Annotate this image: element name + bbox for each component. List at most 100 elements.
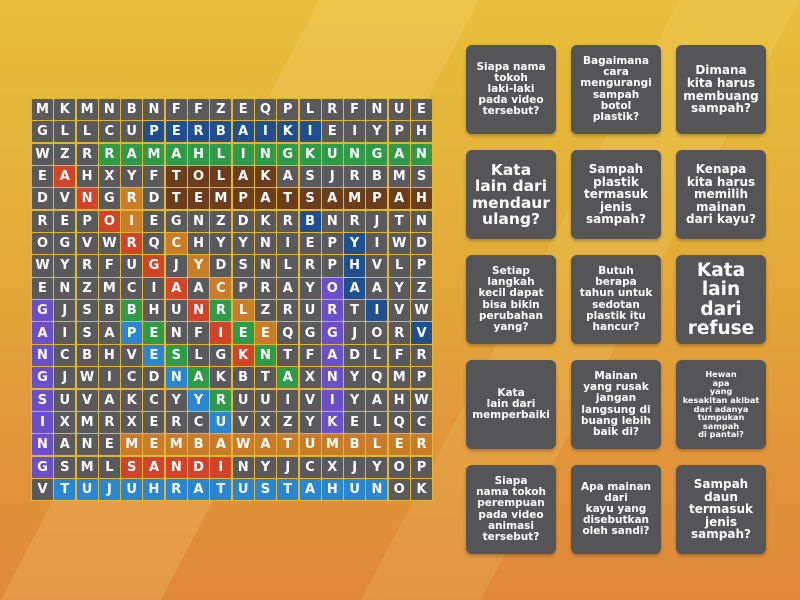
grid-cell-highlighted[interactable]: S [165,344,187,366]
grid-cell-highlighted[interactable]: T [165,166,187,188]
grid-cell[interactable]: S [299,166,321,188]
grid-cell[interactable]: P [232,277,254,299]
grid-cell[interactable]: S [232,255,254,277]
grid-cell[interactable]: J [321,166,343,188]
grid-cell[interactable]: N [54,277,76,299]
grid-cell-highlighted[interactable]: U [299,434,321,456]
grid-cell-highlighted[interactable]: O [188,166,210,188]
grid-cell[interactable]: H [388,389,410,411]
grid-cell-highlighted[interactable]: N [411,143,432,165]
grid-cell[interactable]: N [143,99,165,121]
grid-cell[interactable]: H [188,233,210,255]
grid-cell-highlighted[interactable]: B [210,121,232,143]
grid-cell-highlighted[interactable]: G [321,322,343,344]
grid-cell-highlighted[interactable]: K [277,121,299,143]
grid-cell[interactable]: Q [254,99,276,121]
grid-cell[interactable]: B [232,367,254,389]
grid-cell[interactable]: X [299,367,321,389]
grid-cell-highlighted[interactable]: I [210,322,232,344]
grid-cell-highlighted[interactable]: I [321,389,343,411]
clue-card[interactable]: Siapa nama tokoh perempuan pada video an… [466,465,556,554]
grid-cell[interactable]: Y [299,411,321,433]
clue-card[interactable]: Siapa nama tokoh laki-laki pada video te… [466,45,556,134]
grid-cell[interactable]: B [121,99,143,121]
grid-cell[interactable]: I [54,322,76,344]
grid-cell[interactable]: Y [54,255,76,277]
grid-cell[interactable]: Y [388,277,410,299]
grid-cell-highlighted[interactable]: S [121,456,143,478]
grid-cell-highlighted[interactable]: N [254,143,276,165]
grid-cell-highlighted[interactable]: N [76,188,98,210]
grid-cell[interactable]: P [321,255,343,277]
clue-card[interactable]: Bagaimana cara mengurangi sampah botol p… [571,45,661,134]
grid-cell[interactable]: Y [344,367,366,389]
grid-cell[interactable]: P [388,121,410,143]
grid-cell[interactable]: X [54,411,76,433]
clue-card[interactable]: Sampah daun termasuk jenis sampah? [676,465,766,554]
grid-cell[interactable]: L [366,411,388,433]
grid-cell-highlighted[interactable]: P [366,188,388,210]
grid-cell[interactable]: E [143,210,165,232]
grid-cell[interactable]: Y [121,166,143,188]
grid-cell-highlighted[interactable]: M [321,434,343,456]
grid-cell[interactable]: C [121,277,143,299]
grid-cell[interactable]: X [321,456,343,478]
grid-cell-highlighted[interactable]: E [143,322,165,344]
grid-cell[interactable]: S [76,300,98,322]
grid-cell[interactable]: S [411,166,432,188]
grid-cell-highlighted[interactable]: P [121,322,143,344]
grid-cell[interactable]: U [254,389,276,411]
grid-cell[interactable]: K [210,367,232,389]
grid-cell[interactable]: R [344,210,366,232]
grid-cell-highlighted[interactable]: K [232,344,254,366]
clue-card[interactable]: Dimana kita harus membuang sampah? [676,45,766,134]
grid-cell[interactable]: D [143,188,165,210]
grid-cell-highlighted[interactable]: A [121,143,143,165]
grid-cell[interactable]: H [411,121,432,143]
grid-cell-highlighted[interactable]: G [32,367,53,389]
grid-cell-highlighted[interactable]: A [54,166,76,188]
grid-cell-highlighted[interactable]: N [32,434,53,456]
clue-card[interactable]: Kata lain dari refuse [676,255,766,344]
grid-cell[interactable]: V [121,344,143,366]
grid-cell[interactable]: R [165,411,187,433]
grid-cell-highlighted[interactable]: I [210,456,232,478]
grid-cell[interactable]: R [388,322,410,344]
grid-cell[interactable]: G [54,233,76,255]
grid-cell[interactable]: L [299,99,321,121]
grid-cell[interactable]: I [366,233,388,255]
grid-cell[interactable]: C [98,121,120,143]
grid-cell-highlighted[interactable]: A [277,367,299,389]
grid-cell-highlighted[interactable]: I [32,411,53,433]
grid-cell-highlighted[interactable]: A [254,434,276,456]
grid-cell[interactable]: O [366,322,388,344]
grid-cell[interactable]: D [411,233,432,255]
grid-cell[interactable]: N [254,255,276,277]
grid-cell-highlighted[interactable]: L [210,143,232,165]
grid-cell[interactable]: N [98,99,120,121]
grid-cell-highlighted[interactable]: I [254,121,276,143]
grid-cell[interactable]: L [277,255,299,277]
grid-cell[interactable]: Q [143,233,165,255]
grid-cell[interactable]: Y [366,121,388,143]
grid-cell-highlighted[interactable]: H [143,478,165,500]
grid-cell-highlighted[interactable]: R [188,121,210,143]
grid-cell-highlighted[interactable]: A [165,143,187,165]
grid-cell-highlighted[interactable]: Y [188,389,210,411]
grid-cell[interactable]: Z [76,277,98,299]
grid-cell[interactable]: Z [210,99,232,121]
grid-cell-highlighted[interactable]: L [232,300,254,322]
grid-cell[interactable]: Y [299,277,321,299]
grid-cell[interactable]: U [121,255,143,277]
grid-cell[interactable]: M [76,99,98,121]
grid-cell[interactable]: N [321,210,343,232]
grid-cell[interactable]: W [411,389,432,411]
grid-cell[interactable]: M [76,411,98,433]
grid-cell[interactable]: T [344,300,366,322]
grid-cell[interactable]: L [388,255,410,277]
grid-cell-highlighted[interactable]: N [32,344,53,366]
grid-cell[interactable]: D [344,344,366,366]
grid-cell[interactable]: V [54,188,76,210]
grid-cell-highlighted[interactable]: G [143,255,165,277]
